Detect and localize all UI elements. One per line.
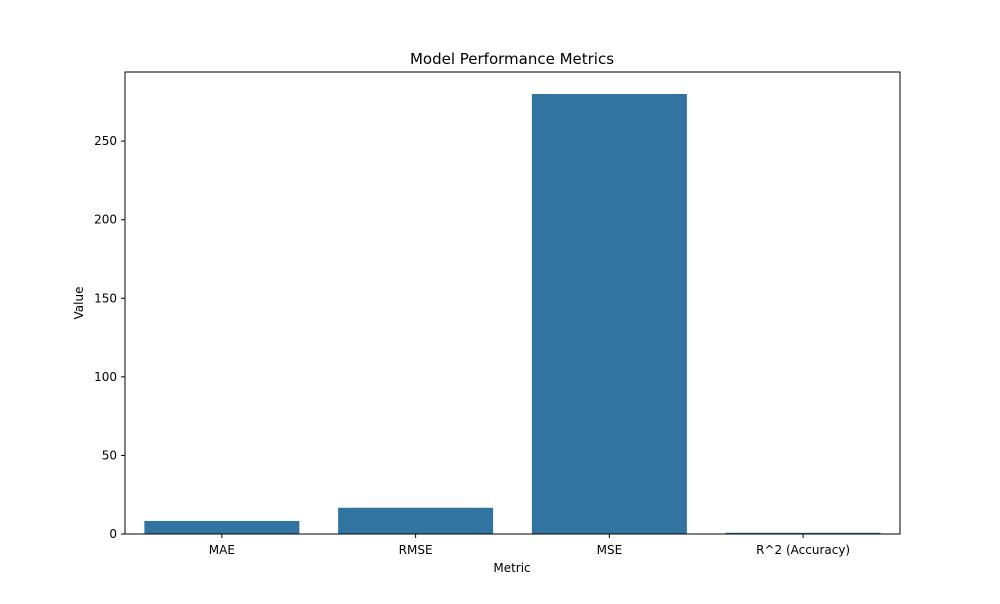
y-tick-label: 250 (94, 134, 117, 148)
y-tick-label: 150 (94, 291, 117, 305)
y-tick-label: 50 (102, 448, 117, 462)
y-tick-label: 0 (109, 527, 117, 541)
plot-frame (124, 71, 901, 535)
x-tick-label: MAE (209, 543, 235, 557)
y-axis: 0 50 100 150 200 250 (94, 134, 125, 541)
x-axis-label: Metric (493, 561, 530, 575)
bar-mae (144, 520, 300, 534)
y-axis-label: Value (72, 287, 86, 320)
y-tick-label: 200 (94, 213, 117, 227)
bar-r-2-accuracy (725, 532, 881, 534)
bar-rmse (338, 507, 494, 534)
x-tick-label: MSE (597, 543, 623, 557)
x-tick-label: RMSE (399, 543, 433, 557)
x-axis: MAE RMSE MSE R^2 (Accuracy) (209, 534, 850, 557)
chart-title: Model Performance Metrics (410, 50, 614, 68)
bars-layer (144, 94, 881, 534)
bar-mse (531, 94, 687, 534)
x-tick-label: R^2 (Accuracy) (756, 543, 850, 557)
y-tick-label: 100 (94, 370, 117, 384)
